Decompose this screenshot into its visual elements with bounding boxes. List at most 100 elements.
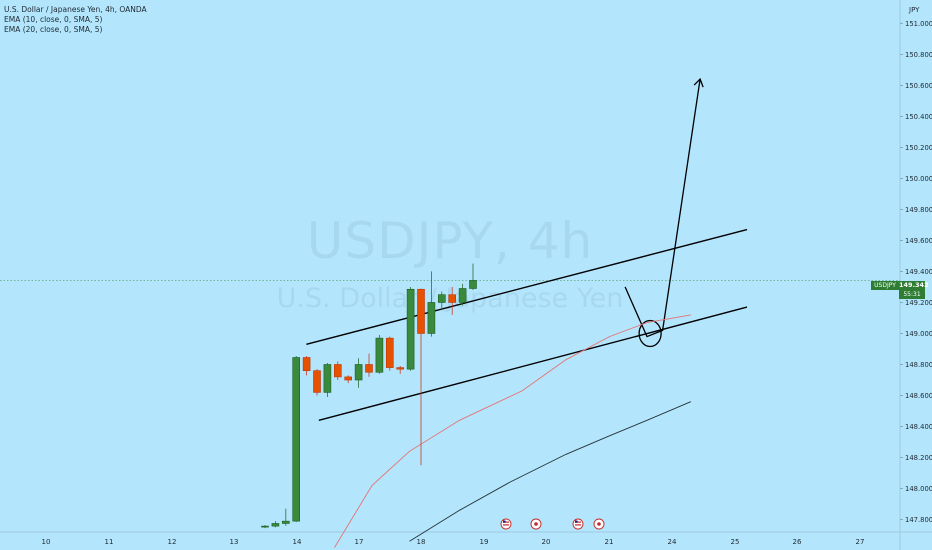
candle-body xyxy=(323,364,332,393)
ema10-line xyxy=(334,314,691,548)
x-tick-label: 24 xyxy=(668,538,677,546)
y-tick-label: 150.600 xyxy=(905,82,932,90)
candle[interactable] xyxy=(469,263,477,291)
y-tick-label: 151.000 xyxy=(905,20,932,28)
retest-circle[interactable] xyxy=(638,319,662,348)
y-tick-label: 148.400 xyxy=(905,423,932,431)
x-tick-label: 18 xyxy=(417,538,426,546)
y-tick-label: 150.800 xyxy=(905,51,932,59)
x-tick-label: 12 xyxy=(168,538,177,546)
y-tick-label: 147.800 xyxy=(905,516,932,524)
y-tick-label: 150.400 xyxy=(905,113,932,121)
flag-canton xyxy=(575,520,578,523)
x-tick-label: 17 xyxy=(355,538,364,546)
candle-body xyxy=(437,294,446,303)
y-tick-label: 148.800 xyxy=(905,361,932,369)
x-tick-label: 10 xyxy=(42,538,51,546)
candle[interactable] xyxy=(417,288,425,466)
candle-body xyxy=(385,337,394,368)
candle-body xyxy=(281,520,290,524)
candle[interactable] xyxy=(354,358,363,388)
candle-body xyxy=(406,288,415,370)
candle-body xyxy=(344,376,353,381)
y-tick-label: 149.800 xyxy=(905,206,932,214)
economic-event-icon[interactable] xyxy=(593,518,605,530)
projection-arrowhead xyxy=(693,77,704,88)
event-marker-dot xyxy=(534,522,538,526)
x-tick-label: 14 xyxy=(293,538,302,546)
candle[interactable] xyxy=(344,375,353,384)
y-tick-label: 149.600 xyxy=(905,237,932,245)
candle-body xyxy=(271,523,280,527)
candle[interactable] xyxy=(427,271,436,337)
candle[interactable] xyxy=(385,336,394,371)
candle-body xyxy=(458,288,467,303)
flag-stripe xyxy=(575,521,581,523)
candle-body xyxy=(396,367,405,370)
candle[interactable] xyxy=(406,286,415,371)
legend: U.S. Dollar / Japanese Yen, 4h, OANDA EM… xyxy=(4,5,147,35)
y-tick-label: 148.000 xyxy=(905,485,932,493)
legend-ema10: EMA (10, close, 0, SMA, 5) xyxy=(4,15,103,24)
price-tag-symbol-label: USDJPY xyxy=(871,281,899,290)
candle[interactable] xyxy=(281,508,290,526)
channel-upper-line[interactable] xyxy=(306,228,748,346)
candle-body xyxy=(375,337,384,373)
candle-body xyxy=(365,364,373,373)
channel-lower-line[interactable] xyxy=(318,306,748,422)
watermark-symbol: USDJPY, 4h xyxy=(306,212,594,270)
candle[interactable] xyxy=(292,355,301,522)
event-marker-ring xyxy=(500,518,512,530)
candle[interactable] xyxy=(365,353,373,377)
candle[interactable] xyxy=(448,286,457,315)
candle-body xyxy=(292,357,301,522)
candle-body xyxy=(313,370,321,393)
price-tag-value: USDJPY 149.342 55:31 xyxy=(871,280,929,300)
candle[interactable] xyxy=(302,355,311,376)
candle[interactable] xyxy=(261,525,269,529)
flag-stripe xyxy=(503,521,509,523)
flag-canton xyxy=(503,520,506,523)
candle-body xyxy=(448,294,457,303)
x-tick-label: 26 xyxy=(793,538,802,546)
flag-stripe xyxy=(503,524,509,526)
candle-body xyxy=(417,288,425,334)
price-tag-countdown: 55:31 xyxy=(899,290,925,299)
candle-body xyxy=(261,525,269,528)
x-tick-label: 19 xyxy=(480,538,489,546)
us-flag-event-icon[interactable] xyxy=(572,518,584,530)
x-tick-label: 20 xyxy=(542,538,551,546)
candle[interactable] xyxy=(333,361,342,380)
x-tick-label: 11 xyxy=(105,538,114,546)
candle-body xyxy=(469,280,477,289)
y-axis-unit: JPY xyxy=(908,6,920,14)
projection-path[interactable] xyxy=(624,79,701,338)
flag-stripe xyxy=(575,524,581,526)
economic-event-icon[interactable] xyxy=(530,518,542,530)
legend-title: U.S. Dollar / Japanese Yen, 4h, OANDA xyxy=(4,5,147,14)
y-tick-label: 150.000 xyxy=(905,175,932,183)
candle-body xyxy=(333,364,342,378)
event-marker-ring xyxy=(572,518,584,530)
candle[interactable] xyxy=(458,283,467,306)
candle[interactable] xyxy=(313,369,321,396)
us-flag-event-icon[interactable] xyxy=(500,518,512,530)
x-tick-label: 13 xyxy=(230,538,239,546)
x-tick-label: 27 xyxy=(856,538,865,546)
y-tick-label: 148.600 xyxy=(905,392,932,400)
candle-body xyxy=(302,357,311,371)
x-tick-label: 25 xyxy=(731,538,740,546)
y-tick-label: 149.200 xyxy=(905,299,932,307)
candle[interactable] xyxy=(323,362,332,398)
candle[interactable] xyxy=(396,366,405,374)
y-tick-label: 148.200 xyxy=(905,454,932,462)
legend-ema20: EMA (20, close, 0, SMA, 5) xyxy=(4,25,103,34)
candle[interactable] xyxy=(375,335,384,374)
ema20-line xyxy=(409,401,691,542)
y-tick-label: 149.400 xyxy=(905,268,932,276)
candle[interactable] xyxy=(271,521,280,528)
candle[interactable] xyxy=(437,291,446,311)
candle-body xyxy=(427,302,436,334)
